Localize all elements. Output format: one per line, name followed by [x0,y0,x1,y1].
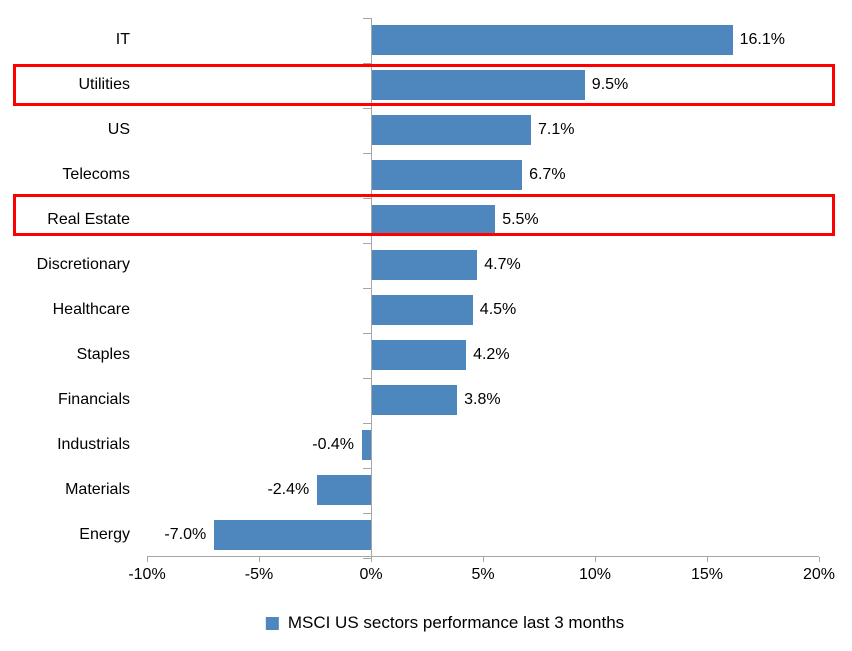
x-axis-tick-label: 10% [578,566,612,583]
y-axis-tick [363,197,371,199]
x-axis-tick [371,557,372,562]
x-axis-tick [595,557,596,562]
value-label: 16.1% [739,31,785,48]
y-axis-tick [363,107,371,109]
bar [362,430,371,460]
y-axis-tick [363,287,371,289]
bar [214,520,371,550]
x-axis-tick-label: 20% [802,566,836,583]
value-label: 4.7% [484,256,521,273]
x-axis-tick [147,557,148,562]
y-axis-tick [363,422,371,424]
value-label: -0.4% [312,436,355,453]
y-axis-tick [363,17,371,19]
x-axis-tick [259,557,260,562]
highlight-box [13,194,835,236]
x-axis-tick [819,557,820,562]
value-label: 7.1% [538,121,575,138]
bar [372,160,523,190]
category-label: Healthcare [52,301,130,318]
bar [372,295,473,325]
value-label: 3.8% [464,391,501,408]
bar [372,340,467,370]
chart-legend: MSCI US sectors performance last 3 month… [265,613,625,633]
category-label: Discretionary [36,256,130,273]
legend-label: MSCI US sectors performance last 3 month… [287,613,625,632]
y-axis-tick [363,332,371,334]
value-label: 4.5% [479,301,517,318]
y-axis-tick [363,512,371,514]
x-axis-tick-label: 15% [690,566,724,583]
bar [372,115,532,145]
value-label: 9.5% [591,76,629,93]
x-axis-tick-label: 5% [471,566,495,583]
x-axis-tick [483,557,484,562]
x-axis-tick-label: -5% [244,566,274,583]
y-axis-tick [363,152,371,154]
category-label: US [107,121,130,138]
category-label: Financials [57,391,130,408]
bar [372,70,585,100]
category-label: Industrials [57,436,130,453]
value-label: -2.4% [267,481,310,498]
value-label: -7.0% [164,526,207,543]
value-label: 6.7% [529,166,566,183]
x-axis-line [147,556,819,557]
bar [372,205,496,235]
bar [317,475,371,505]
category-label: Energy [79,526,130,543]
y-axis-tick [363,62,371,64]
category-label: IT [115,31,130,48]
y-axis-line [371,17,372,556]
x-axis-tick [707,557,708,562]
bar [372,385,458,415]
highlight-box [13,64,835,106]
value-label: 4.2% [473,346,510,363]
category-label: Utilities [78,76,130,93]
category-label: Staples [76,346,130,363]
y-axis-tick [363,467,371,469]
category-label: Telecoms [62,166,130,183]
category-label: Real Estate [47,211,130,228]
x-axis-tick-label: 0% [359,566,383,583]
value-label: 5.5% [502,211,539,228]
bar [372,250,478,280]
bar [372,25,733,55]
y-axis-tick [363,557,371,559]
x-axis-tick-label: -10% [128,566,166,583]
y-axis-tick [363,242,371,244]
y-axis-tick [363,377,371,379]
category-label: Materials [65,481,130,498]
legend-swatch-icon [265,616,279,630]
